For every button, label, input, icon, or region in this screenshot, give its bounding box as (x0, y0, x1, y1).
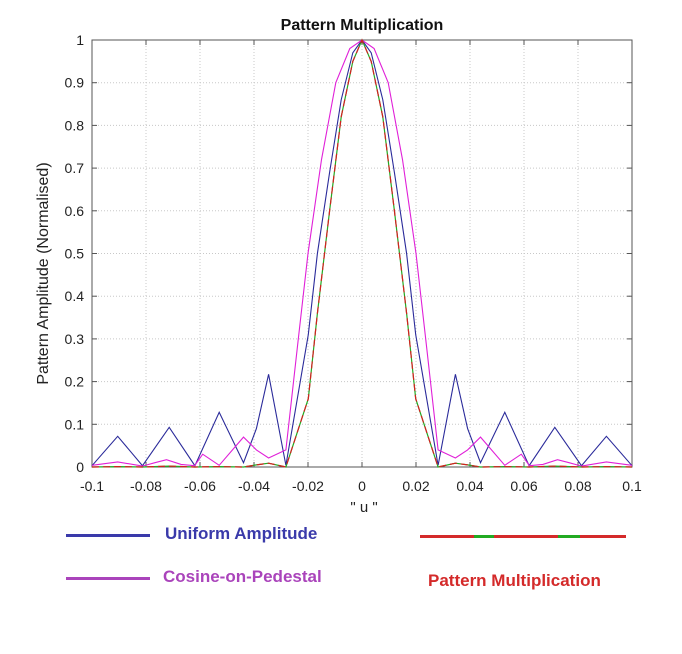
legend-line-pattern-seg5 (580, 535, 626, 538)
x-tick-label: -0.08 (130, 478, 162, 494)
y-tick-label: 0.3 (65, 331, 85, 347)
pattern-chart: -0.1 -0.08 -0.06 -0.04 -0.02 0 0.02 0.04 0.06 0.0… (35, 17, 642, 516)
y-tick-label: 0.6 (65, 203, 85, 219)
y-tick-label: 0.2 (65, 374, 85, 390)
grid-lines (91, 39, 633, 468)
x-tick-label: 0.04 (456, 478, 483, 494)
x-axis-label: " u " (350, 499, 377, 516)
y-axis-label: Pattern Amplitude (Normalised) (35, 162, 52, 384)
legend-label-uniform: Uniform Amplitude (165, 524, 318, 543)
legend-label-pattern: Pattern Multiplication (428, 571, 601, 590)
legend-line-pattern-seg2 (474, 535, 494, 538)
y-tick-label: 0.7 (65, 160, 85, 176)
y-tick-label: 0.5 (65, 246, 85, 262)
y-tick-label: 0 (76, 459, 84, 475)
axis-ticks: -0.1 -0.08 -0.06 -0.04 -0.02 0 0.02 0.04 0.06 0.0… (65, 32, 642, 494)
chart-title: Pattern Multiplication (281, 17, 444, 34)
legend-line-pattern-seg4 (558, 535, 580, 538)
y-tick-label: 0.4 (65, 288, 85, 304)
x-tick-label: 0.08 (564, 478, 591, 494)
y-tick-label: 1 (76, 32, 84, 48)
legend-line-pattern-seg1 (420, 535, 474, 538)
x-tick-label: -0.06 (184, 478, 216, 494)
x-tick-label: -0.04 (238, 478, 270, 494)
y-tick-label: 0.9 (65, 75, 85, 91)
legend-line-pattern-seg3 (494, 535, 558, 538)
y-tick-label: 0.8 (65, 117, 85, 133)
legend-label-cosine: Cosine-on-Pedestal (163, 567, 322, 586)
series-line-pattern (91, 38, 633, 468)
x-tick-label: 0 (358, 478, 366, 494)
legend-line-uniform (66, 534, 150, 537)
series-group (91, 38, 633, 468)
y-tick-label: 0.1 (65, 416, 85, 432)
x-tick-label: -0.02 (292, 478, 324, 494)
legend-line-pattern (420, 535, 626, 538)
x-tick-label: 0.06 (510, 478, 537, 494)
x-tick-label: -0.1 (80, 478, 104, 494)
x-tick-label: 0.1 (622, 478, 642, 494)
legend-line-cosine (66, 577, 150, 580)
x-tick-label: 0.02 (402, 478, 429, 494)
